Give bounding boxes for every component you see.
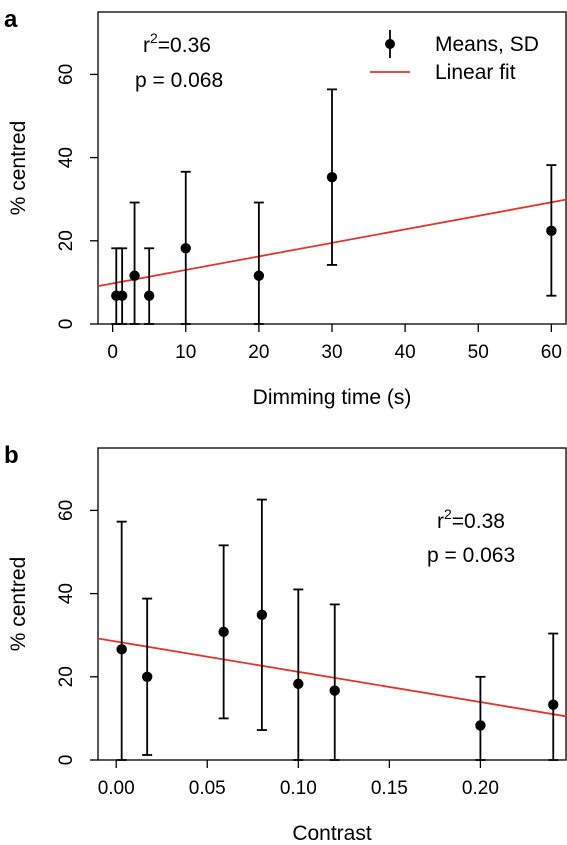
x-tick-label: 40 <box>395 342 416 363</box>
data-point <box>546 164 557 297</box>
panel-a-r2-value: =0.36 <box>158 34 211 57</box>
mean-marker <box>116 644 127 655</box>
panel-b-x-axis: 0.00 0.05 0.10 0.15 0.20 <box>98 760 499 799</box>
panel-b-letter: b <box>4 442 19 469</box>
panel-b-r2-value: =0.38 <box>452 510 505 533</box>
panel-b: b 0 20 40 60 0.00 0.05 0.10 0.15 0.20 % centred… <box>4 442 567 845</box>
panel-a-x-axis: 0 10 20 30 40 50 60 <box>107 324 562 363</box>
mean-marker <box>326 171 338 183</box>
x-tick-label: 0.00 <box>98 778 135 799</box>
mean-marker <box>116 290 128 301</box>
panel-b-p-value: p = 0.063 <box>427 544 515 567</box>
panel-a-r2-prefix: r <box>143 34 150 57</box>
panel-a-legend: Means, SD Linear fit <box>370 30 539 84</box>
mean-marker <box>253 270 265 281</box>
y-tick-label: 0 <box>56 319 77 330</box>
legend-means-marker-icon <box>385 39 395 49</box>
mean-marker <box>329 685 340 696</box>
panel-b-r2: r2=0.38 <box>437 506 505 533</box>
x-tick-label: 0 <box>107 342 118 363</box>
mean-marker <box>218 626 229 638</box>
panel-b-x-label: Contrast <box>292 822 372 845</box>
y-tick-label: 40 <box>56 147 77 168</box>
panel-a-y-label: % centred <box>7 121 30 216</box>
mean-marker <box>475 720 486 731</box>
data-point <box>129 201 140 325</box>
data-point <box>111 247 122 325</box>
data-point <box>475 675 486 761</box>
data-point <box>116 247 128 325</box>
y-tick-label: 20 <box>56 666 77 687</box>
mean-marker <box>141 671 153 682</box>
panel-a-letter: a <box>4 6 18 33</box>
x-tick-label: 0.15 <box>371 778 408 799</box>
data-point <box>116 520 127 761</box>
data-point <box>293 588 304 761</box>
panel-a-r2: r2=0.36 <box>143 30 211 57</box>
y-tick-label: 20 <box>56 230 77 251</box>
mean-marker <box>293 678 304 690</box>
mean-marker <box>180 243 191 254</box>
data-point <box>218 544 229 720</box>
x-tick-label: 0.20 <box>462 778 499 799</box>
panel-b-r2-superscript: 2 <box>444 506 452 522</box>
x-tick-label: 60 <box>541 342 562 363</box>
panel-a: a 0 20 40 60 0 10 20 30 40 50 60 % centred Dimmin… <box>4 6 567 409</box>
data-point <box>548 632 559 761</box>
panel-b-y-axis: 0 20 40 60 <box>56 500 98 765</box>
mean-marker <box>129 270 140 281</box>
y-tick-label: 0 <box>56 755 77 766</box>
data-point <box>180 170 191 325</box>
panel-a-y-axis: 0 20 40 60 <box>56 64 98 329</box>
y-tick-label: 40 <box>56 583 77 604</box>
mean-marker <box>546 225 557 237</box>
data-point <box>141 597 153 756</box>
panel-a-x-label: Dimming time (s) <box>253 386 412 409</box>
panel-b-y-label: % centred <box>7 557 30 652</box>
data-point <box>326 88 338 266</box>
y-tick-label: 60 <box>56 500 77 521</box>
mean-marker <box>256 609 268 621</box>
x-tick-label: 50 <box>468 342 489 363</box>
panel-a-points <box>111 88 557 325</box>
panel-b-fit-line <box>97 637 567 718</box>
legend-fit-label: Linear fit <box>435 61 516 84</box>
data-point <box>256 498 268 731</box>
panel-a-p-value: p = 0.068 <box>135 69 223 92</box>
x-tick-label: 20 <box>248 342 269 363</box>
x-tick-label: 30 <box>321 342 342 363</box>
x-tick-label: 0.05 <box>189 778 226 799</box>
y-tick-label: 60 <box>56 64 77 85</box>
mean-marker <box>548 699 559 710</box>
panel-b-points <box>116 498 559 761</box>
x-tick-label: 0.10 <box>280 778 317 799</box>
mean-marker <box>143 290 155 301</box>
panel-a-r2-superscript: 2 <box>150 30 158 46</box>
panel-b-r2-prefix: r <box>437 510 444 533</box>
data-point <box>253 201 265 325</box>
x-tick-label: 10 <box>175 342 196 363</box>
data-point <box>329 603 340 761</box>
data-point <box>143 247 155 325</box>
legend-means-label: Means, SD <box>435 33 539 56</box>
